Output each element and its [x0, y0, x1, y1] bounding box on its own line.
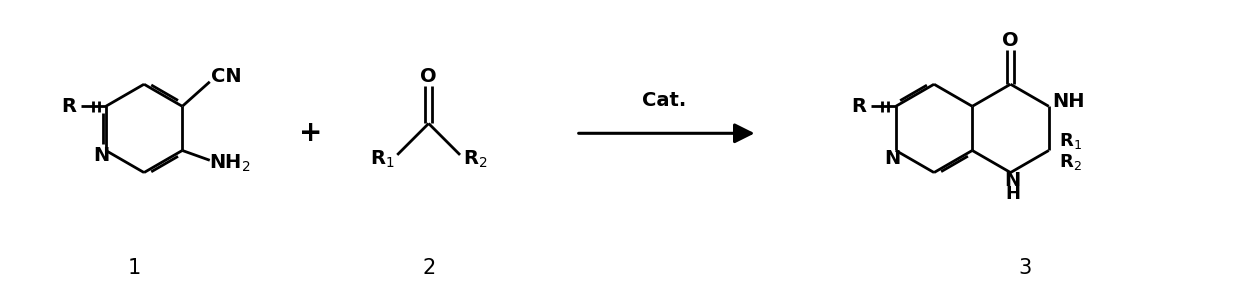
Text: NH: NH: [1053, 92, 1085, 111]
Text: +: +: [299, 119, 322, 147]
Text: CN: CN: [211, 67, 242, 86]
Text: R$_2$: R$_2$: [1059, 152, 1081, 172]
Text: R: R: [851, 97, 866, 116]
Text: R$_1$: R$_1$: [371, 149, 394, 170]
Text: N: N: [884, 149, 901, 168]
Text: H: H: [1004, 185, 1021, 203]
Text: O: O: [420, 67, 436, 86]
Text: 3: 3: [1018, 258, 1032, 278]
Text: N: N: [1004, 171, 1021, 190]
Text: 1: 1: [128, 258, 141, 278]
Text: 2: 2: [422, 258, 435, 278]
Text: Cat.: Cat.: [642, 91, 686, 111]
Text: N: N: [93, 146, 109, 165]
Text: R$_1$: R$_1$: [1059, 131, 1081, 151]
Text: NH$_2$: NH$_2$: [208, 153, 250, 174]
Text: R: R: [61, 97, 76, 116]
Text: O: O: [1002, 31, 1019, 49]
Text: R$_2$: R$_2$: [463, 149, 487, 170]
